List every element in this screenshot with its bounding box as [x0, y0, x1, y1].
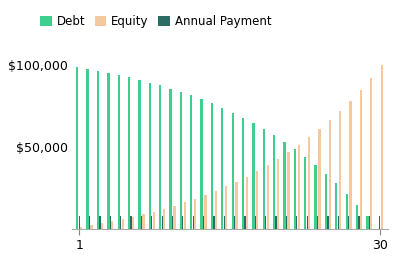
Bar [236, 181, 238, 229]
Bar [215, 191, 217, 229]
Bar [335, 183, 338, 229]
Bar [101, 223, 103, 229]
Bar [203, 216, 204, 229]
Bar [318, 129, 321, 229]
Bar [304, 157, 306, 229]
Bar [265, 216, 266, 229]
Bar [277, 159, 279, 229]
Bar [86, 69, 89, 229]
Bar [211, 103, 213, 229]
Bar [358, 216, 360, 229]
Bar [80, 227, 82, 229]
Bar [97, 71, 99, 229]
Bar [149, 82, 151, 229]
Bar [184, 202, 186, 229]
Bar [360, 90, 362, 229]
Bar [348, 216, 349, 229]
Bar [190, 95, 192, 229]
Bar [370, 78, 372, 229]
Bar [244, 216, 246, 229]
Bar [110, 216, 111, 229]
Bar [162, 216, 163, 229]
Bar [151, 216, 152, 229]
Bar [213, 216, 214, 229]
Bar [200, 99, 203, 229]
Bar [141, 216, 142, 229]
Bar [366, 216, 368, 229]
Bar [99, 216, 101, 229]
Bar [163, 209, 165, 229]
Bar [111, 222, 114, 229]
Bar [153, 212, 155, 229]
Bar [130, 216, 132, 229]
Bar [356, 205, 358, 229]
Bar [76, 67, 78, 229]
Bar [225, 186, 228, 229]
Bar [298, 145, 300, 229]
Legend: Debt, Equity, Annual Payment: Debt, Equity, Annual Payment [40, 15, 271, 28]
Bar [266, 165, 269, 229]
Bar [329, 120, 331, 229]
Bar [327, 216, 328, 229]
Bar [294, 149, 296, 229]
Bar [255, 216, 256, 229]
Bar [339, 111, 341, 229]
Bar [286, 216, 287, 229]
Bar [142, 214, 144, 229]
Bar [159, 86, 161, 229]
Bar [224, 216, 225, 229]
Bar [192, 216, 194, 229]
Bar [252, 123, 254, 229]
Bar [234, 216, 235, 229]
Bar [169, 89, 172, 229]
Bar [122, 219, 124, 229]
Bar [273, 135, 275, 229]
Bar [128, 77, 130, 229]
Bar [90, 225, 93, 229]
Bar [276, 216, 277, 229]
Bar [346, 194, 348, 229]
Bar [306, 216, 308, 229]
Bar [380, 65, 383, 229]
Bar [89, 216, 90, 229]
Bar [118, 75, 120, 229]
Bar [138, 80, 140, 229]
Bar [314, 165, 317, 229]
Bar [246, 177, 248, 229]
Bar [325, 174, 327, 229]
Bar [79, 216, 80, 229]
Bar [263, 129, 265, 229]
Bar [173, 206, 176, 229]
Bar [221, 108, 224, 229]
Bar [120, 216, 121, 229]
Bar [132, 217, 134, 229]
Bar [283, 142, 286, 229]
Bar [194, 199, 196, 229]
Bar [232, 113, 234, 229]
Bar [182, 216, 184, 229]
Bar [317, 216, 318, 229]
Bar [379, 216, 380, 229]
Bar [308, 138, 310, 229]
Bar [296, 216, 298, 229]
Bar [369, 216, 370, 229]
Bar [256, 171, 258, 229]
Bar [242, 118, 244, 229]
Bar [107, 73, 110, 229]
Bar [204, 195, 207, 229]
Bar [338, 216, 339, 229]
Bar [350, 101, 352, 229]
Bar [180, 92, 182, 229]
Bar [287, 152, 290, 229]
Bar [172, 216, 173, 229]
